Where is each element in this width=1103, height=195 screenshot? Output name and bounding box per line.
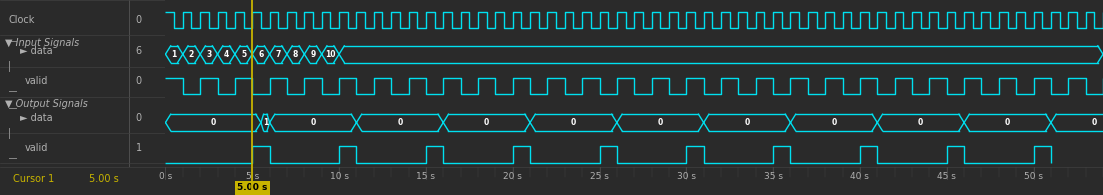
Text: 0 s: 0 s	[159, 172, 172, 181]
Text: 5.00 s: 5.00 s	[237, 183, 267, 192]
Text: 0: 0	[397, 118, 403, 127]
Text: 10: 10	[325, 50, 335, 59]
Text: 0: 0	[918, 118, 923, 127]
Text: 5 s: 5 s	[246, 172, 259, 181]
Text: 45 s: 45 s	[938, 172, 956, 181]
Text: 35 s: 35 s	[763, 172, 783, 181]
Text: 1: 1	[136, 143, 142, 152]
Text: Cursor 1: Cursor 1	[13, 175, 54, 184]
Text: 30 s: 30 s	[677, 172, 696, 181]
Text: ▼ Output Signals: ▼ Output Signals	[4, 99, 88, 109]
Text: ▼ Input Signals: ▼ Input Signals	[4, 37, 79, 48]
Text: 6: 6	[136, 46, 142, 56]
Text: 6: 6	[258, 50, 264, 59]
Text: 0: 0	[484, 118, 490, 127]
Text: 0: 0	[1092, 118, 1097, 127]
Text: 5: 5	[242, 50, 246, 59]
Text: 0: 0	[136, 15, 142, 25]
Text: valid: valid	[24, 143, 49, 152]
Text: 40 s: 40 s	[850, 172, 869, 181]
Text: 7: 7	[276, 50, 281, 59]
Text: 50 s: 50 s	[1024, 172, 1043, 181]
Text: 8: 8	[293, 50, 298, 59]
Text: Clock: Clock	[8, 15, 34, 25]
Text: 0: 0	[571, 118, 576, 127]
Text: 2: 2	[189, 50, 194, 59]
Text: 5.00 s: 5.00 s	[89, 175, 119, 184]
Text: 0: 0	[832, 118, 836, 127]
Text: 0: 0	[1005, 118, 1010, 127]
Text: 15 s: 15 s	[416, 172, 436, 181]
Text: 0: 0	[136, 76, 142, 86]
Text: 1: 1	[171, 50, 176, 59]
Text: 10 s: 10 s	[330, 172, 349, 181]
Text: 0: 0	[211, 118, 216, 127]
Text: 0: 0	[745, 118, 750, 127]
Text: 9: 9	[310, 50, 315, 59]
Text: valid: valid	[24, 76, 49, 86]
Text: ► data: ► data	[20, 46, 53, 56]
Text: ► data: ► data	[20, 113, 53, 122]
Text: 20 s: 20 s	[503, 172, 522, 181]
Text: 4: 4	[224, 50, 228, 59]
Text: 25 s: 25 s	[590, 172, 609, 181]
Text: 0: 0	[136, 113, 142, 122]
Text: 3: 3	[206, 50, 212, 59]
Text: 0: 0	[657, 118, 663, 127]
Text: 1: 1	[263, 118, 268, 127]
Text: 0: 0	[310, 118, 315, 127]
